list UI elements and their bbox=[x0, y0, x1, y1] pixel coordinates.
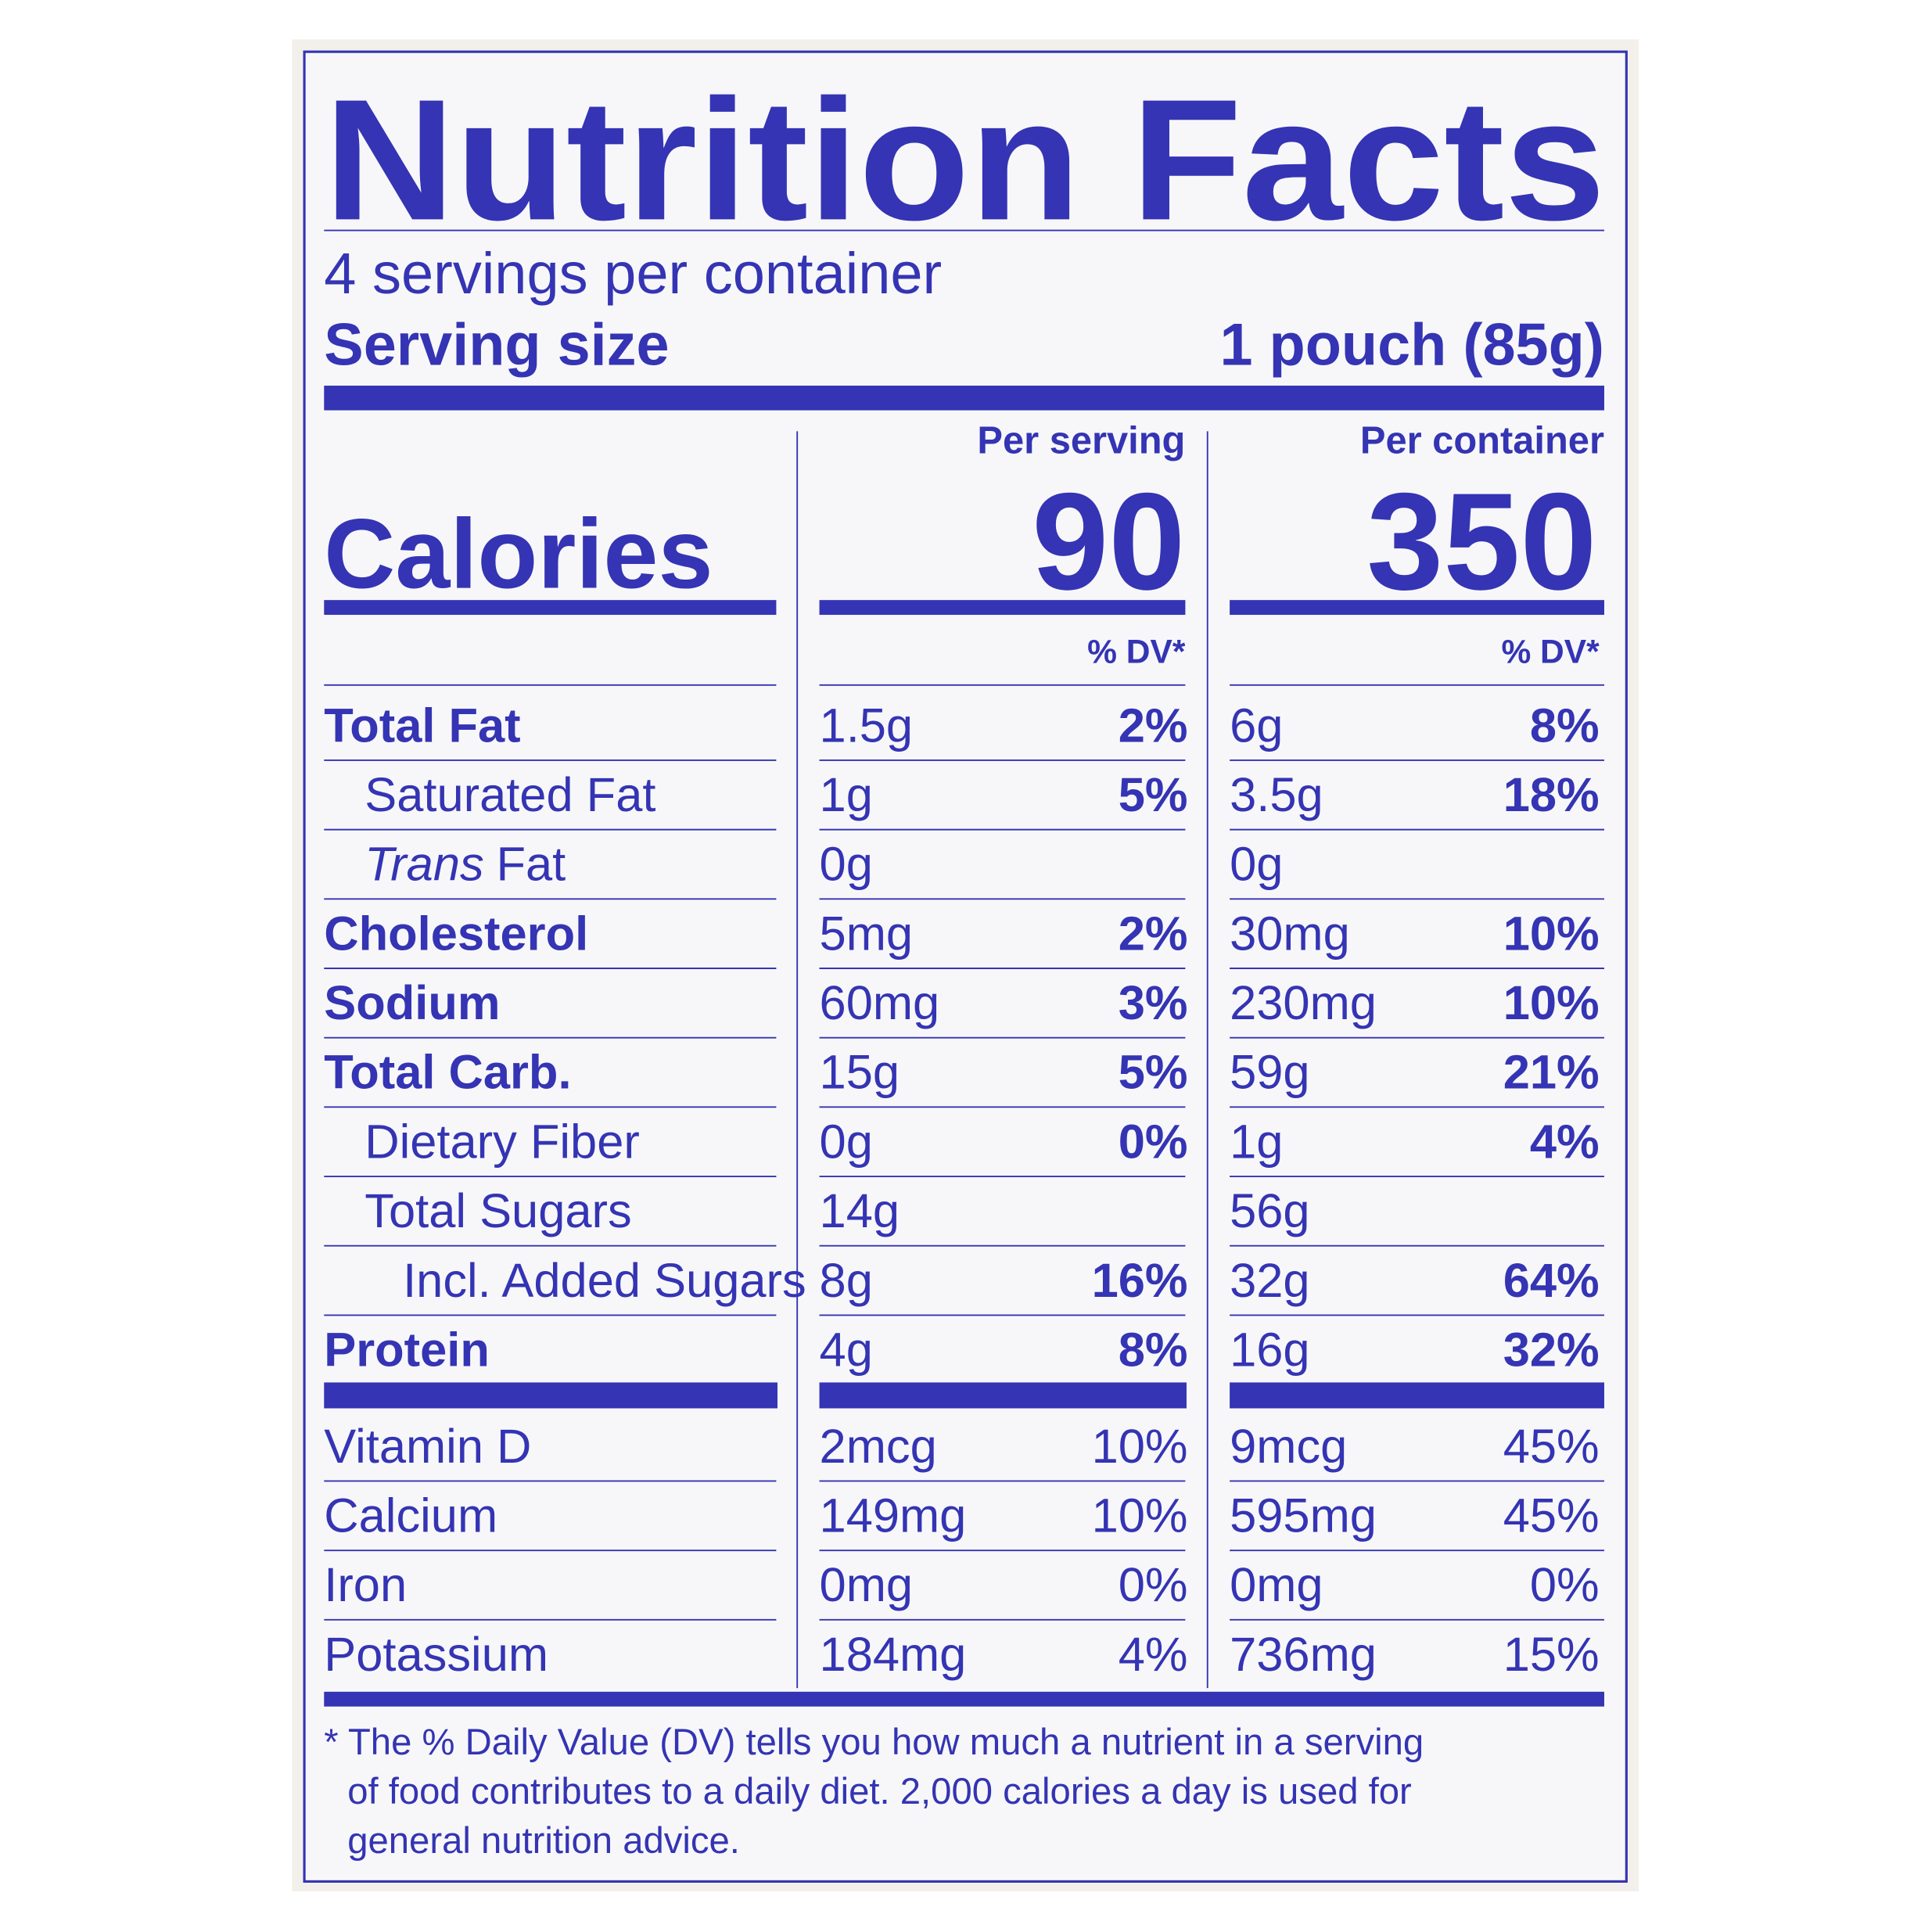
daily-value: 10% bbox=[1503, 976, 1600, 1030]
amount: 1g bbox=[1230, 1115, 1283, 1169]
nutrient-name-rest: Fat bbox=[496, 838, 566, 892]
amount: 0g bbox=[820, 838, 873, 892]
daily-value: 45% bbox=[1503, 1420, 1600, 1474]
amount: 149mg bbox=[820, 1489, 967, 1543]
amount: 2mcg bbox=[820, 1420, 937, 1474]
nutrient-name: Total Fat bbox=[324, 698, 520, 752]
amount: 8g bbox=[820, 1254, 873, 1308]
nutrient-name: Calcium bbox=[324, 1489, 497, 1543]
daily-value: 10% bbox=[1092, 1489, 1188, 1543]
amount: 15g bbox=[820, 1046, 900, 1100]
daily-value: 10% bbox=[1503, 907, 1600, 961]
dv-header: % DV* bbox=[1501, 633, 1600, 670]
serving-size-label: Serving size bbox=[324, 312, 669, 378]
daily-value: 16% bbox=[1092, 1254, 1188, 1308]
amount: 230mg bbox=[1230, 976, 1377, 1030]
amount: 0g bbox=[1230, 838, 1283, 892]
footnote: general nutrition advice. bbox=[347, 1820, 740, 1862]
column-header: Per container bbox=[1360, 420, 1604, 462]
nutrient-name: Total Carb. bbox=[324, 1046, 571, 1100]
amount: 30mg bbox=[1230, 907, 1350, 961]
calories-label: Calories bbox=[324, 498, 713, 609]
daily-value: 4% bbox=[1119, 1628, 1188, 1682]
serving-size-value: 1 pouch (85g) bbox=[1219, 312, 1604, 378]
amount: 4g bbox=[820, 1323, 873, 1377]
servings: 4 servings per container bbox=[324, 241, 942, 306]
amount: 0mg bbox=[820, 1558, 914, 1612]
dv-header: % DV* bbox=[1087, 633, 1186, 670]
nutrient-name-italic: Trans bbox=[364, 838, 483, 892]
nutrient-name: Cholesterol bbox=[324, 907, 588, 961]
amount: 0mg bbox=[1230, 1558, 1323, 1612]
amount: 59g bbox=[1230, 1046, 1309, 1100]
amount: 14g bbox=[820, 1184, 900, 1238]
nutrient-name: Saturated Fat bbox=[364, 768, 655, 822]
nutrient-name: Iron bbox=[324, 1558, 407, 1612]
daily-value: 64% bbox=[1503, 1254, 1600, 1308]
daily-value: 2% bbox=[1119, 907, 1188, 961]
amount: 3.5g bbox=[1230, 768, 1323, 822]
daily-value: 2% bbox=[1119, 698, 1188, 752]
daily-value: 18% bbox=[1503, 768, 1600, 822]
nutrient-name: Dietary Fiber bbox=[364, 1115, 640, 1169]
footnote: * The % Daily Value (DV) tells you how m… bbox=[324, 1722, 1424, 1763]
calories-container: 350 bbox=[1366, 465, 1596, 619]
calories-bar bbox=[324, 600, 777, 616]
footnote: of food contributes to a daily diet. 2,0… bbox=[347, 1771, 1412, 1812]
daily-value: 8% bbox=[1119, 1323, 1188, 1377]
title: Nutrition Facts bbox=[324, 63, 1605, 256]
daily-value: 0% bbox=[1530, 1558, 1600, 1612]
amount: 0g bbox=[820, 1115, 873, 1169]
thick-bar bbox=[324, 1691, 1604, 1707]
thick-bar bbox=[1230, 1382, 1604, 1409]
nutrient-name: Total Sugars bbox=[364, 1184, 631, 1238]
amount: 5mg bbox=[820, 907, 914, 961]
nutrient-name: Sodium bbox=[324, 976, 500, 1030]
amount: 595mg bbox=[1230, 1489, 1377, 1543]
daily-value: 10% bbox=[1092, 1420, 1188, 1474]
daily-value: 0% bbox=[1119, 1558, 1188, 1612]
column-header: Per serving bbox=[977, 420, 1185, 462]
daily-value: 0% bbox=[1119, 1115, 1188, 1169]
thick-bar bbox=[819, 1382, 1187, 1409]
amount: 736mg bbox=[1230, 1628, 1377, 1682]
daily-value: 8% bbox=[1530, 698, 1600, 752]
nutrient-name: Vitamin D bbox=[324, 1420, 531, 1474]
nutrient-name: Incl. Added Sugars bbox=[403, 1254, 806, 1308]
amount: 56g bbox=[1230, 1184, 1309, 1238]
amount: 184mg bbox=[820, 1628, 967, 1682]
nutrient-name: Trans Fat bbox=[364, 838, 566, 892]
daily-value: 15% bbox=[1503, 1628, 1600, 1682]
daily-value: 5% bbox=[1119, 1046, 1188, 1100]
daily-value: 32% bbox=[1503, 1323, 1600, 1377]
amount: 9mcg bbox=[1230, 1420, 1347, 1474]
nutrient-name: Potassium bbox=[324, 1628, 548, 1682]
thick-bar bbox=[324, 1382, 777, 1409]
amount: 32g bbox=[1230, 1254, 1309, 1308]
rows: Total Fat 1.5g 6g 2% 8% Saturated Fat 1g 3.5g 5%… bbox=[324, 684, 1604, 1862]
label-border bbox=[303, 50, 1628, 1883]
daily-value: 4% bbox=[1530, 1115, 1600, 1169]
amount: 6g bbox=[1230, 698, 1283, 752]
calories-bar bbox=[819, 600, 1186, 616]
amount: 16g bbox=[1230, 1323, 1309, 1377]
daily-value: 45% bbox=[1503, 1489, 1600, 1543]
amount: 1g bbox=[820, 768, 873, 822]
nutrient-name: Protein bbox=[324, 1323, 490, 1377]
daily-value: 5% bbox=[1119, 768, 1188, 822]
amount: 60mg bbox=[820, 976, 940, 1030]
thick-bar bbox=[324, 386, 1604, 411]
calories-serving: 90 bbox=[1032, 465, 1185, 619]
calories-bar bbox=[1230, 600, 1604, 616]
amount: 1.5g bbox=[820, 698, 914, 752]
daily-value: 21% bbox=[1503, 1046, 1600, 1100]
daily-value: 3% bbox=[1119, 976, 1188, 1030]
